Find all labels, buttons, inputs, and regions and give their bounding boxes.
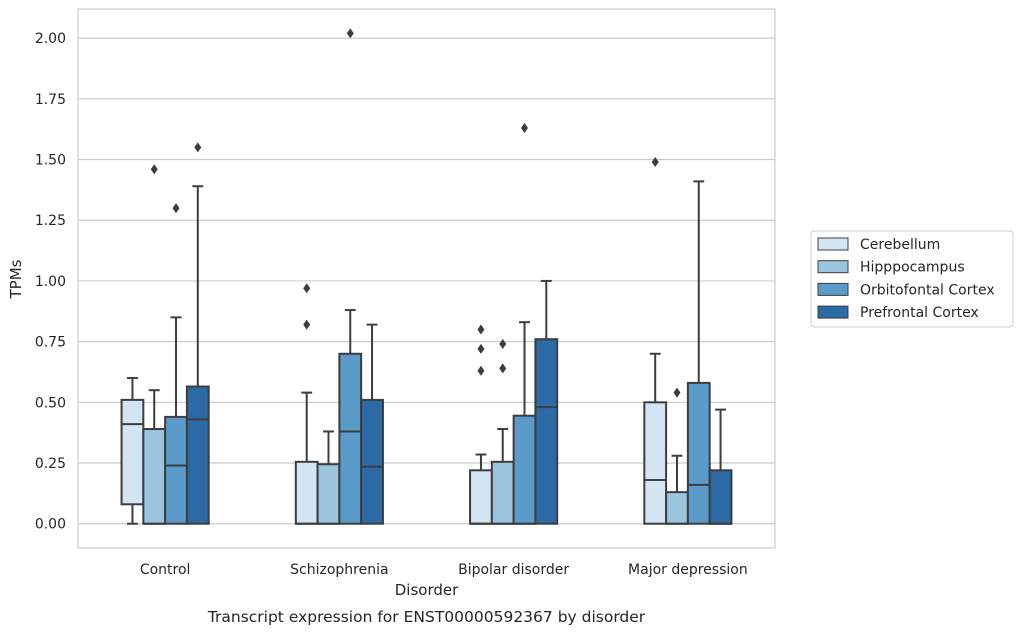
box-hipppocampus (665, 387, 689, 525)
y-tick-label: 2.00 (35, 31, 66, 47)
legend-frame (810, 230, 1014, 328)
legend-swatch (817, 305, 849, 319)
box-iqr (142, 428, 167, 525)
box-orbitofontal-cortex (512, 122, 537, 525)
y-tick-label: 0.00 (35, 517, 66, 533)
legend-swatch (817, 237, 849, 251)
x-tick-label: Bipolar disorder (458, 562, 569, 578)
outlier-point (346, 28, 354, 39)
x-tick-label: Schizophrenia (290, 562, 388, 578)
outlier-point (521, 122, 529, 133)
outlier-point (499, 339, 507, 350)
box-cerebellum (294, 283, 319, 525)
y-axis-label: TPMs (7, 259, 25, 299)
y-tick-label: 1.25 (35, 213, 66, 229)
box-prefrontal-cortex (534, 279, 559, 525)
box-iqr (512, 414, 537, 525)
box-orbitofontal-cortex (338, 28, 363, 525)
box-iqr (164, 415, 188, 525)
y-tick-label: 1.00 (35, 274, 66, 290)
legend-item: Cerebellum (817, 237, 940, 253)
box-cerebellum (469, 324, 493, 525)
outlier-point (150, 164, 158, 175)
legend-item: Prefrontal Cortex (817, 305, 979, 321)
y-tick-label: 0.50 (35, 395, 66, 411)
outlier-point (303, 283, 311, 294)
y-axis-ticks: 0.00 0.25 0.50 0.75 1.00 1.25 1.50 1.75 2.00 (35, 31, 66, 533)
legend-label: Hipppocampus (860, 260, 965, 276)
legend-item: Orbitofontal Cortex (817, 282, 995, 298)
outlier-point (172, 203, 180, 214)
box-iqr (185, 385, 210, 525)
y-tick-label: 0.75 (35, 335, 66, 351)
outlier-point (651, 156, 659, 167)
x-tick-label: Major depression (628, 562, 748, 578)
box-iqr (490, 460, 515, 525)
legend-item: Hipppocampus (817, 260, 965, 276)
box-cerebellum (120, 377, 145, 525)
legend-swatch (817, 260, 849, 274)
outlier-point (477, 343, 485, 354)
y-tick-label: 1.50 (35, 153, 66, 169)
box-iqr (120, 398, 145, 506)
y-tick-label: 0.25 (35, 456, 66, 472)
outlier-point (477, 365, 485, 376)
legend: Cerebellum Hipppocampus Orbitofontal Corte… (810, 230, 1014, 328)
box-orbitofontal-cortex (686, 180, 711, 525)
box-prefrontal-cortex (708, 408, 733, 525)
legend-label: Prefrontal Cortex (860, 305, 979, 321)
y-tick-label: 1.75 (35, 92, 66, 108)
box-iqr (665, 491, 689, 525)
box-hipppocampus (142, 164, 167, 525)
box-iqr (534, 338, 559, 525)
box-orbitofontal-cortex (164, 203, 188, 525)
box-iqr (360, 398, 384, 525)
box-iqr (338, 352, 363, 525)
box-iqr (708, 469, 733, 525)
outlier-point (673, 387, 681, 398)
box-iqr (469, 469, 493, 525)
x-axis-label: Disorder (395, 581, 459, 599)
outlier-point (477, 324, 485, 335)
box-iqr (316, 463, 341, 525)
plot-frame (77, 8, 776, 549)
chart-caption: Transcript expression for ENST0000059236… (207, 608, 646, 626)
box-iqr (686, 381, 711, 525)
outlier-point (303, 319, 311, 330)
legend-label: Cerebellum (860, 237, 940, 253)
outlier-point (194, 142, 202, 153)
box-prefrontal-cortex (360, 323, 384, 525)
box-hipppocampus (490, 339, 515, 525)
box-prefrontal-cortex (185, 142, 210, 525)
outlier-point (499, 363, 507, 374)
x-axis-ticks: Control Schizophrenia Bipolar disorder Majo… (140, 562, 748, 578)
box-plot-area (120, 28, 733, 525)
x-tick-label: Control (140, 562, 191, 578)
box-iqr (294, 460, 319, 525)
legend-label: Orbitofontal Cortex (860, 282, 995, 298)
box-cerebellum (643, 156, 668, 525)
legend-swatch (817, 282, 849, 296)
box-hipppocampus (316, 430, 341, 525)
box-iqr (643, 401, 668, 525)
